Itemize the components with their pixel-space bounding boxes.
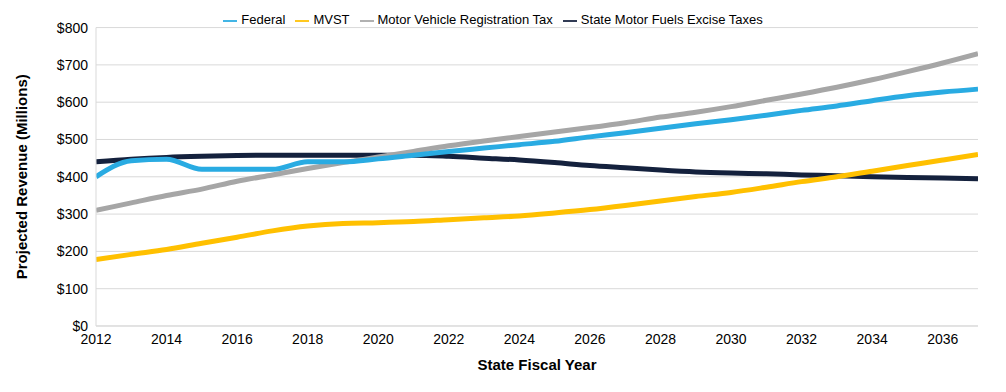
svg-text:2026: 2026: [574, 331, 605, 347]
svg-text:$0: $0: [72, 318, 88, 334]
svg-text:2024: 2024: [504, 331, 535, 347]
html-text:Federal: Federal: [241, 12, 286, 27]
svg-text:2020: 2020: [363, 331, 394, 347]
svg-text:$400: $400: [57, 169, 88, 185]
svg-text:2030: 2030: [715, 331, 746, 347]
svg-text:$300: $300: [57, 206, 88, 222]
svg-text:2012: 2012: [80, 330, 112, 347]
svg-text:State Fiscal Year: State Fiscal Year: [478, 356, 597, 373]
svg-text:$100: $100: [57, 281, 88, 297]
html-text:MVST: MVST: [313, 12, 350, 27]
html-text:State Motor Fuels Excise Taxes: State Motor Fuels Excise Taxes: [580, 12, 763, 27]
svg-text:2018: 2018: [292, 331, 323, 347]
svg-text:Projected Revenue (Millions): Projected Revenue (Millions): [13, 74, 30, 279]
svg-text:$800: $800: [57, 20, 88, 36]
svg-text:$200: $200: [57, 243, 88, 259]
svg-text:2014: 2014: [151, 331, 182, 347]
html-text:Motor Vehicle Registration Tax: Motor Vehicle Registration Tax: [377, 12, 553, 27]
svg-text:2028: 2028: [645, 331, 676, 347]
svg-text:2016: 2016: [222, 331, 253, 347]
svg-text:$500: $500: [57, 131, 88, 147]
svg-text:2036: 2036: [927, 331, 958, 347]
svg-text:2022: 2022: [433, 331, 464, 347]
svg-text:$600: $600: [57, 94, 88, 110]
svg-text:2034: 2034: [857, 331, 888, 347]
svg-text:2032: 2032: [786, 331, 817, 347]
svg-text:$700: $700: [57, 57, 88, 73]
